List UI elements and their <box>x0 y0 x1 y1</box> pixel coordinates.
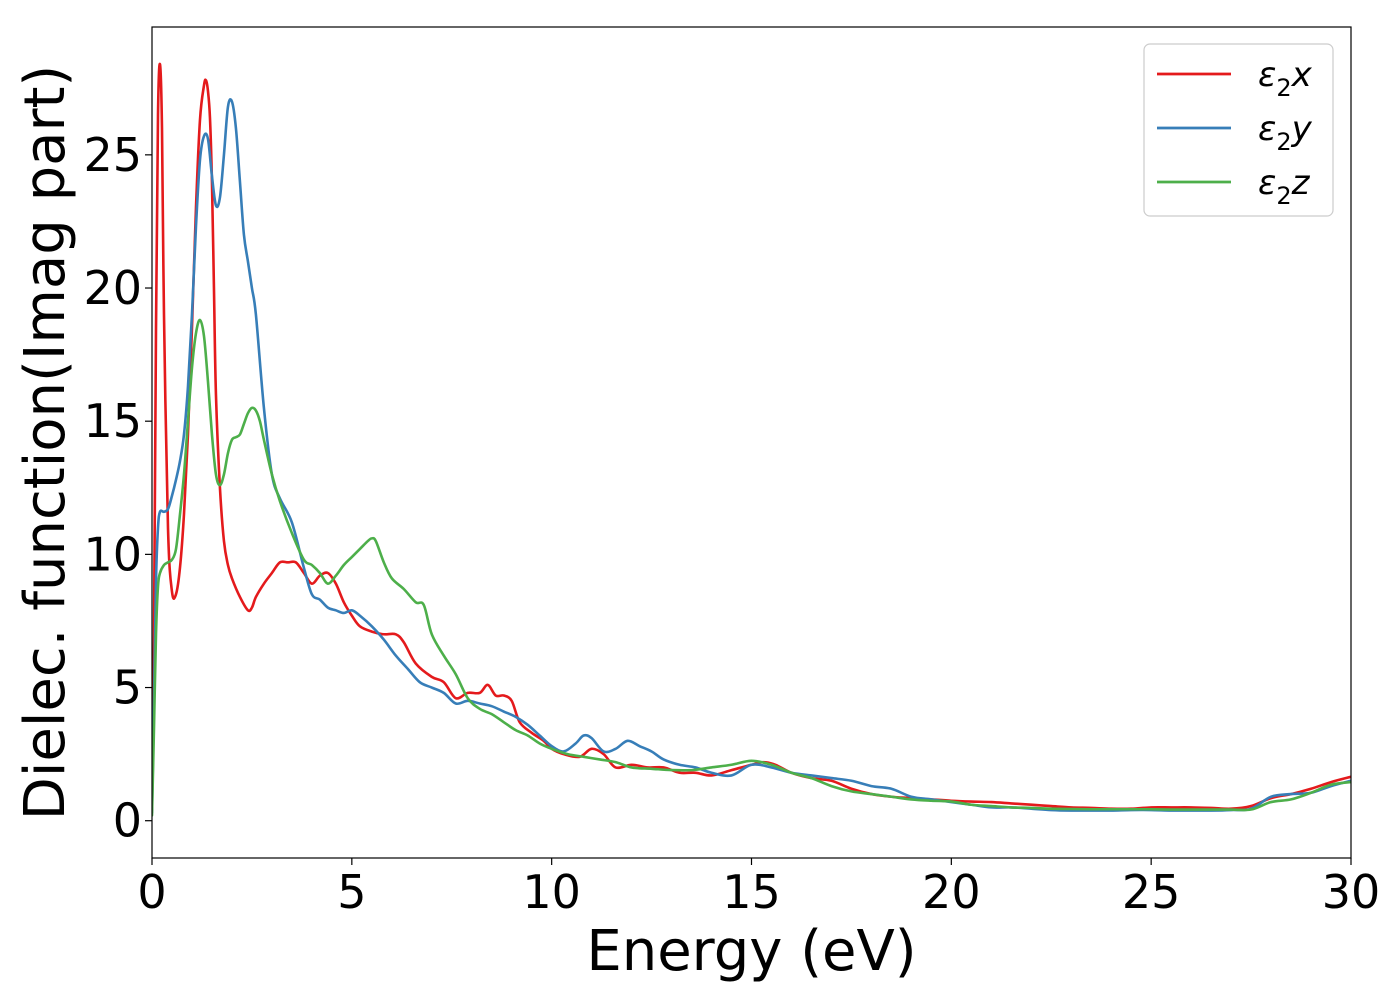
y-axis-ticks: 0 5 10 15 20 25 <box>83 128 152 848</box>
x-axis-ticks: 0 5 10 15 20 25 30 <box>137 858 1380 919</box>
y-tick-label: 5 <box>113 661 142 715</box>
y-axis-label: Dielec. function(Imag part) <box>13 65 78 821</box>
y-tick-label: 20 <box>83 261 142 315</box>
x-tick-label: 15 <box>722 865 781 919</box>
x-tick-label: 30 <box>1322 865 1381 919</box>
y-tick-label: 0 <box>113 794 142 848</box>
y-tick-label: 15 <box>83 394 142 448</box>
legend-item-x: ε2x <box>1157 55 1313 102</box>
x-tick-label: 25 <box>1122 865 1181 919</box>
legend-label: ε2z <box>1258 163 1311 210</box>
legend: ε2x ε2y ε2z <box>1143 43 1334 217</box>
x-axis-label: Energy (eV) <box>586 919 916 984</box>
x-tick-label: 10 <box>522 865 581 919</box>
series-lines <box>152 62 1351 817</box>
x-tick-label: 0 <box>137 865 166 919</box>
x-tick-label: 20 <box>922 865 981 919</box>
legend-label: ε2x <box>1258 55 1313 102</box>
x-tick-label: 5 <box>337 865 366 919</box>
legend-box <box>1143 43 1334 217</box>
y-tick-label: 10 <box>83 527 142 581</box>
series-line-z <box>152 318 1351 817</box>
legend-item-z: ε2z <box>1157 163 1311 210</box>
y-tick-label: 25 <box>83 128 142 182</box>
legend-item-y: ε2y <box>1157 109 1313 156</box>
legend-label: ε2y <box>1258 109 1313 156</box>
